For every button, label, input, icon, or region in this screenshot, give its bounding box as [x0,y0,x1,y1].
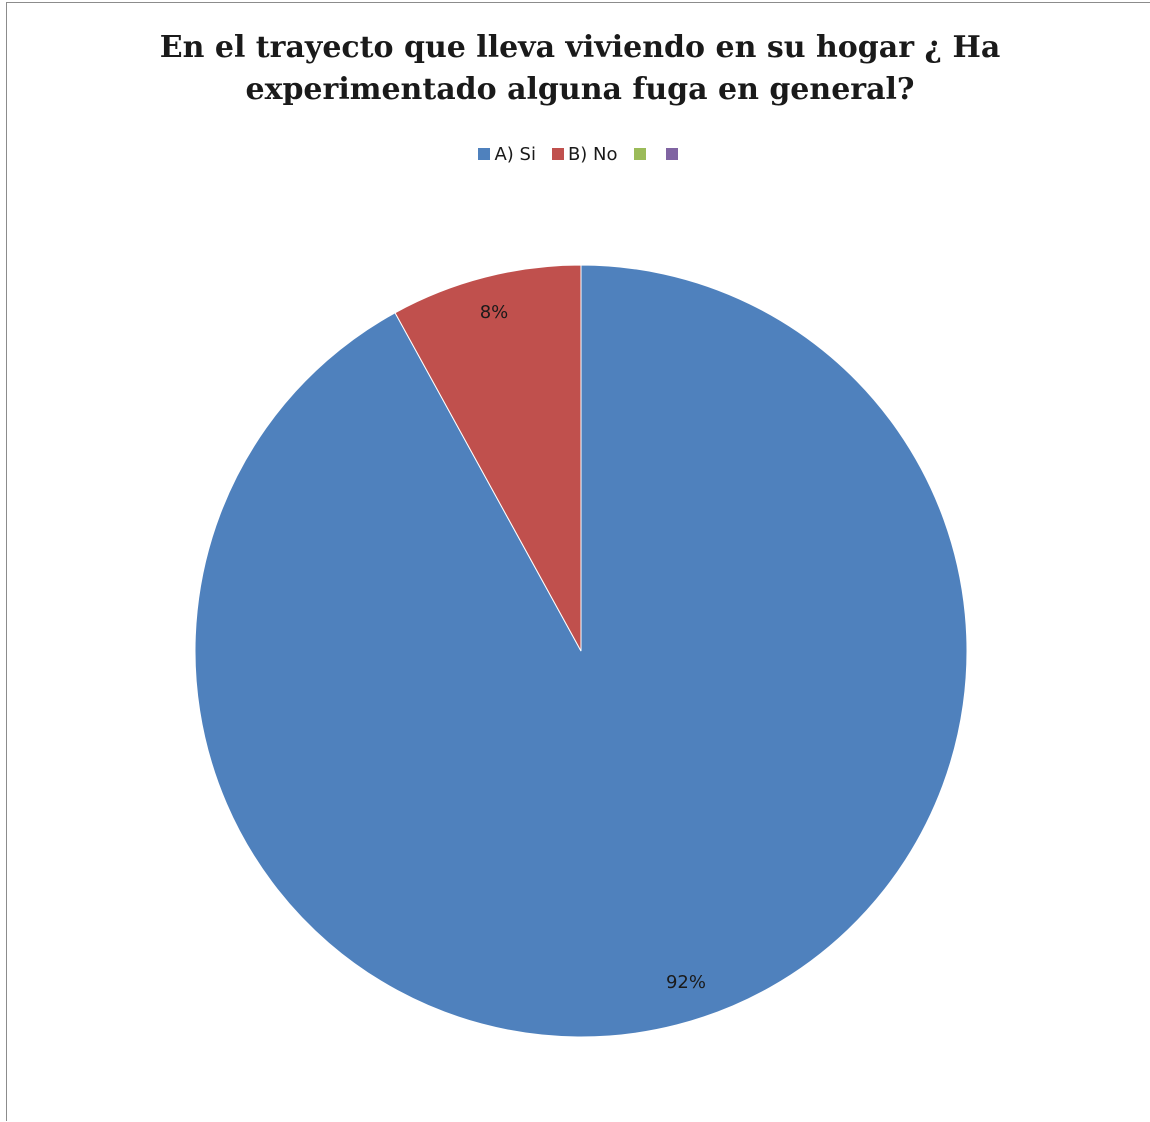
pie-slice-b-no [394,264,582,652]
legend-label-b-no: B) No [567,143,618,165]
legend-swatch-series-4 [665,148,678,160]
legend-item-a-si: A) Si [478,141,536,167]
chart-title: En el trayecto que lleva viviendo en su … [0,27,1150,111]
data-label-a-si: 92% [666,972,706,993]
legend-label-a-si: A) Si [494,143,536,165]
data-label-b-no: 8% [480,302,509,323]
chart-title-line-1: En el trayecto que lleva viviendo en su … [159,30,1001,65]
chart-title-line-2: experimentado alguna fuga en general? [245,72,915,107]
legend-item-b-no: B) No [551,141,618,167]
chart-legend: A) Si B) No [0,141,1150,167]
legend-swatch-b-no [551,148,564,160]
legend-item-series-4 [665,141,682,167]
legend-swatch-series-3 [633,148,646,160]
legend-swatch-a-si [478,148,491,160]
legend-item-series-3 [633,141,650,167]
